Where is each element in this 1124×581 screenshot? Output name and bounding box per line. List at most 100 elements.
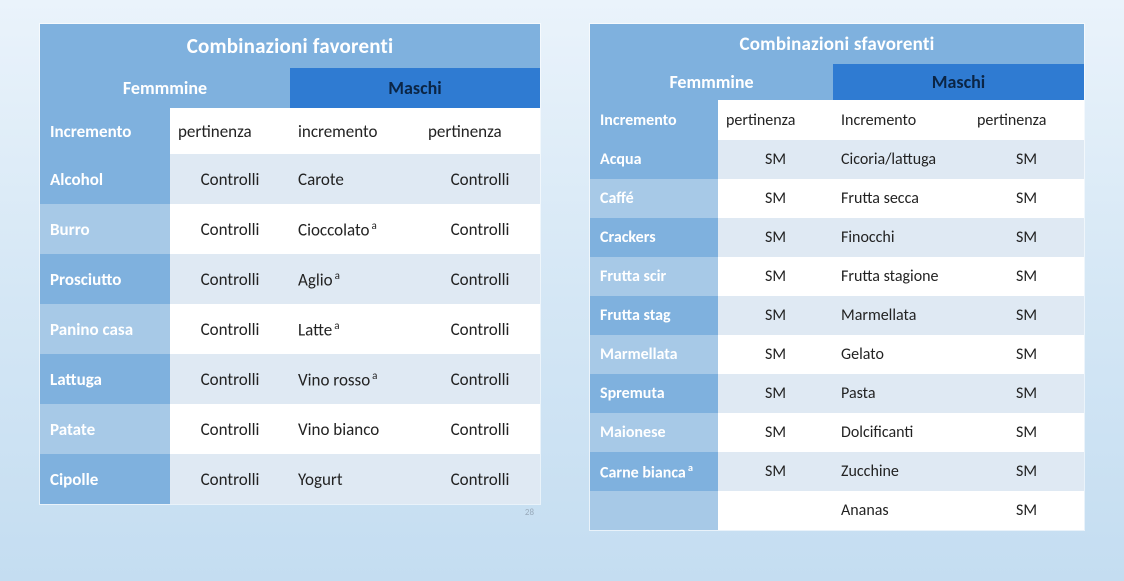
fav-m-pert: Controlli [420, 304, 540, 354]
fav-title: Combinazioni favorenti [40, 24, 540, 68]
fav-group-row: Femmmine Maschi [40, 68, 540, 108]
sfav-f-inc: Caffé [590, 179, 718, 218]
sfav-title-row: Combinazioni sfavorenti [590, 24, 1084, 64]
table-row: Frutta stagSMMarmellataSM [590, 296, 1084, 335]
sfav-f-inc [590, 491, 718, 530]
sfav-f-inc: Frutta stag [590, 296, 718, 335]
page: Combinazioni favorenti Femmmine Maschi I… [0, 0, 1124, 581]
sfav-f-pert: SM [718, 374, 833, 413]
sfav-group-row: Femmmine Maschi [590, 64, 1084, 100]
table-row: LattugaControlliVino rossoaControlli [40, 354, 540, 404]
fav-f-inc: Lattuga [40, 354, 170, 404]
fav-group-female: Femmmine [40, 68, 290, 108]
fav-group-male: Maschi [290, 68, 540, 108]
sfav-m-inc: Cicoria/lattuga [833, 140, 969, 179]
sfav-m-pert: SM [969, 413, 1084, 452]
fav-m-pert: Controlli [420, 354, 540, 404]
fav-m-pert: Controlli [420, 404, 540, 454]
fav-col-f-pert: pertinenza [170, 108, 290, 154]
table-row: Frutta scirSMFrutta stagioneSM [590, 257, 1084, 296]
sfav-m-pert: SM [969, 452, 1084, 491]
table-row: CrackersSMFinocchiSM [590, 218, 1084, 257]
sfav-body: AcquaSMCicoria/lattugaSMCafféSMFrutta se… [590, 140, 1084, 530]
sfav-m-inc: Ananas [833, 491, 969, 530]
sfav-m-pert: SM [969, 140, 1084, 179]
fav-f-inc: Panino casa [40, 304, 170, 354]
sfav-m-pert: SM [969, 179, 1084, 218]
favorenti-wrapper: Combinazioni favorenti Femmmine Maschi I… [40, 24, 540, 504]
fav-title-row: Combinazioni favorenti [40, 24, 540, 68]
fav-f-pert: Controlli [170, 204, 290, 254]
sfav-m-pert: SM [969, 491, 1084, 530]
sfav-m-inc: Dolcificanti [833, 413, 969, 452]
favorenti-table: Combinazioni favorenti Femmmine Maschi I… [40, 24, 540, 504]
fav-m-pert: Controlli [420, 154, 540, 204]
sfav-m-inc: Zucchine [833, 452, 969, 491]
sfavorenti-wrapper: Combinazioni sfavorenti Femmmine Maschi … [590, 24, 1084, 530]
sfav-f-pert: SM [718, 257, 833, 296]
fav-m-pert: Controlli [420, 454, 540, 504]
sfav-m-pert: SM [969, 335, 1084, 374]
sfav-f-inc: Maionese [590, 413, 718, 452]
fav-f-pert: Controlli [170, 454, 290, 504]
table-row: Panino casaControlliLatteaControlli [40, 304, 540, 354]
sfav-m-pert: SM [969, 218, 1084, 257]
fav-m-inc: Aglioa [290, 254, 420, 304]
sfav-f-pert: SM [718, 140, 833, 179]
fav-f-inc: Prosciutto [40, 254, 170, 304]
fav-f-inc: Cipolle [40, 454, 170, 504]
fav-m-inc: Vino bianco [290, 404, 420, 454]
sfav-f-pert: SM [718, 179, 833, 218]
sfav-f-pert: SM [718, 413, 833, 452]
sfav-col-f-inc: Incremento [590, 100, 718, 140]
fav-f-inc: Burro [40, 204, 170, 254]
sfav-m-inc: Pasta [833, 374, 969, 413]
fav-m-pert: Controlli [420, 204, 540, 254]
table-row: AnanasSM [590, 491, 1084, 530]
fav-f-pert: Controlli [170, 304, 290, 354]
fav-col-m-inc: incremento [290, 108, 420, 154]
sfav-m-pert: SM [969, 374, 1084, 413]
fav-m-inc: Carote [290, 154, 420, 204]
sfav-header-row: Incremento pertinenza Incremento pertine… [590, 100, 1084, 140]
sfav-f-inc: Crackers [590, 218, 718, 257]
table-row: CafféSMFrutta seccaSM [590, 179, 1084, 218]
sfav-m-inc: Finocchi [833, 218, 969, 257]
sfavorenti-table: Combinazioni sfavorenti Femmmine Maschi … [590, 24, 1084, 530]
fav-f-pert: Controlli [170, 254, 290, 304]
table-row: MaioneseSMDolcificantiSM [590, 413, 1084, 452]
sfav-m-pert: SM [969, 296, 1084, 335]
sfav-m-inc: Marmellata [833, 296, 969, 335]
sfav-f-inc: Acqua [590, 140, 718, 179]
table-row: BurroControlliCioccolatoaControlli [40, 204, 540, 254]
sfav-f-inc: Frutta scir [590, 257, 718, 296]
sfav-m-inc: Frutta stagione [833, 257, 969, 296]
table-row: PatateControlliVino biancoControlli [40, 404, 540, 454]
table-row: AcquaSMCicoria/lattugaSM [590, 140, 1084, 179]
sfav-f-inc: Marmellata [590, 335, 718, 374]
fav-m-pert: Controlli [420, 254, 540, 304]
fav-col-f-inc: Incremento [40, 108, 170, 154]
fav-footer-num: 28 [525, 507, 534, 518]
fav-m-inc: Lattea [290, 304, 420, 354]
sfav-f-pert: SM [718, 218, 833, 257]
fav-f-pert: Controlli [170, 404, 290, 454]
sfav-m-inc: Frutta secca [833, 179, 969, 218]
sfav-col-m-pert: pertinenza [969, 100, 1084, 140]
table-row: CipolleControlliYogurtControlli [40, 454, 540, 504]
sfav-f-pert: SM [718, 296, 833, 335]
sfav-f-pert: SM [718, 452, 833, 491]
fav-f-inc: Patate [40, 404, 170, 454]
fav-header-row: Incremento pertinenza incremento pertine… [40, 108, 540, 154]
sfav-f-pert: SM [718, 335, 833, 374]
fav-f-pert: Controlli [170, 154, 290, 204]
fav-f-pert: Controlli [170, 354, 290, 404]
sfav-col-f-pert: pertinenza [718, 100, 833, 140]
sfav-f-pert [718, 491, 833, 530]
fav-m-inc: Cioccolatoa [290, 204, 420, 254]
sfav-f-inc: Carne biancaa [590, 452, 718, 491]
table-row: AlcoholControlliCaroteControlli [40, 154, 540, 204]
sfav-m-pert: SM [969, 257, 1084, 296]
sfav-group-female: Femmmine [590, 64, 833, 100]
fav-body: AlcoholControlliCaroteControlliBurroCont… [40, 154, 540, 504]
